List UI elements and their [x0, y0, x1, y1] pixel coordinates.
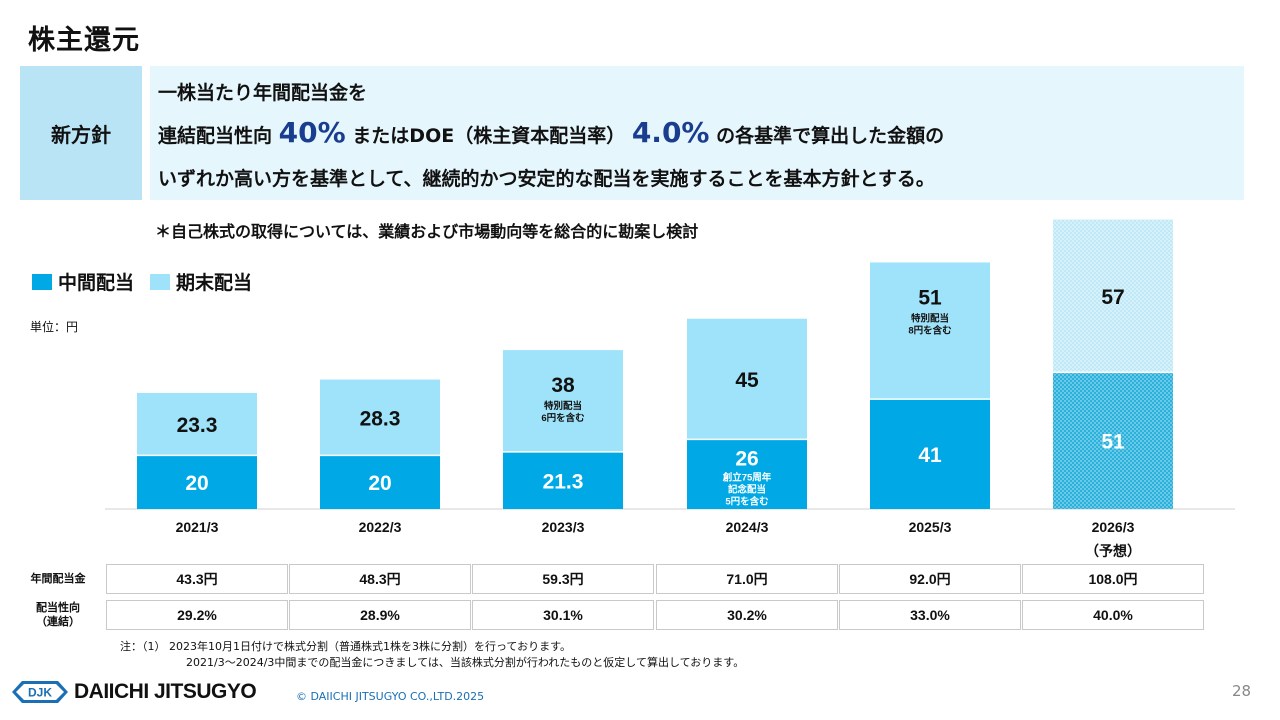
annotation-year-end-2023/3-1: 6円を含む [541, 412, 585, 424]
x-tick-2022/3: 2022/3 [359, 519, 402, 535]
table-cell: 30.1% [472, 600, 654, 630]
treasury-stock-note: ＊自己株式の取得については、業績および市場動向等を総合的に勘案し検討 [155, 222, 699, 241]
table-row-label: 年間配当金 [8, 572, 108, 586]
bar-label-interim-2024/3: 26 [735, 447, 758, 470]
policy-line-3: いずれか高い方を基準として、継続的かつ安定的な配当を実施することを基本方針とする… [158, 168, 935, 190]
annotation-year-end-2025/3-0: 特別配当 [911, 312, 949, 324]
legend-swatch-year-end [150, 273, 171, 290]
legend-interim: 中間配当 [32, 268, 134, 295]
bar-label-interim-2026/3: 51 [1101, 431, 1125, 454]
bar-label-year-end-2026/3: 57 [1101, 286, 1124, 309]
table-cell: 43.3円 [106, 564, 288, 594]
unit-label: 単位：円 [30, 320, 79, 334]
table-cell: 92.0円 [839, 564, 1021, 594]
table-cell: 59.3円 [472, 564, 654, 594]
bar-interim-2021/3 [137, 455, 257, 509]
policy-line-2a: 連結配当性向 [158, 125, 273, 147]
djk-logo-icon: DJK [12, 681, 68, 703]
bar-label-interim-2023/3: 21.3 [543, 470, 584, 493]
x-tick-2025/3: 2025/3 [909, 519, 952, 535]
x-tick-2023/3: 2023/3 [542, 519, 585, 535]
bar-label-year-end-2023/3: 38 [551, 374, 575, 397]
logo-text: DAIICHI JITSUGYO [74, 680, 257, 703]
dividend-chart: 2023.32021/32028.32022/321.338特別配当6円を含む2… [105, 219, 1235, 559]
bar-interim-2026/3 [1053, 372, 1173, 509]
x-tick-2024/3: 2024/3 [726, 519, 769, 535]
policy-label-text: 新方針 [51, 122, 111, 147]
chart-legend: 中間配当 期末配当 [32, 268, 268, 295]
table-cell: 108.0円 [1022, 564, 1204, 594]
x-tick-2021/3: 2021/3 [176, 519, 219, 535]
table-cell: 33.0% [839, 600, 1021, 630]
policy-line-2: 連結配当性向 40% またはDOE（株主資本配当率） 4.0% の各基準で算出し… [158, 116, 944, 149]
table-cell: 48.3円 [289, 564, 471, 594]
legend-year-end: 期末配当 [150, 268, 252, 295]
bar-interim-2025/3 [870, 399, 990, 509]
annotation-interim-2024/3-0: 創立75周年 [722, 471, 772, 483]
bar-label-year-end-2024/3: 45 [735, 369, 759, 392]
table-cell: 28.9% [289, 600, 471, 630]
bar-year-end-2022/3 [320, 379, 440, 456]
table-cell: 30.2% [656, 600, 838, 630]
bar-year-end-2026/3 [1053, 219, 1173, 373]
table-cell: 29.2% [106, 600, 288, 630]
policy-line-1: 一株当たり年間配当金を [158, 82, 368, 104]
x-tick-sublabel-2026/3: （予想） [1085, 543, 1141, 559]
doe-value: 4.0% [631, 116, 710, 149]
bar-year-end-2024/3 [687, 318, 807, 440]
legend-year-end-label: 期末配当 [176, 272, 253, 294]
bar-year-end-2021/3 [137, 392, 257, 456]
legend-interim-label: 中間配当 [58, 272, 135, 294]
table-row-label-line: 年間配当金 [30, 572, 86, 585]
page-number: 28 [1232, 682, 1252, 700]
bar-interim-2023/3 [503, 451, 623, 509]
annotation-year-end-2023/3-0: 特別配当 [544, 400, 582, 412]
annotation-interim-2024/3-1: 記念配当 [728, 483, 766, 495]
policy-label: 新方針 [20, 66, 142, 200]
table-cell: 71.0円 [656, 564, 838, 594]
bar-label-year-end-2021/3: 23.3 [177, 414, 218, 437]
bar-label-interim-2022/3: 20 [368, 472, 391, 495]
bar-interim-2022/3 [320, 455, 440, 509]
legend-swatch-interim [32, 273, 52, 290]
bar-year-end-2025/3 [870, 262, 990, 400]
table-row-label-line: 配当性向 [36, 601, 80, 614]
bar-label-interim-2025/3: 41 [918, 444, 942, 467]
copyright: © DAIICHI JITSUGYO CO.,LTD.2025 [296, 690, 485, 703]
footnote-line-1: 注：（1） 2023年10月1日付けで株式分割（普通株式1株を3株に分割）を行っ… [120, 640, 571, 653]
company-logo: DJK DAIICHI JITSUGYO [12, 679, 257, 705]
footnote: 注：（1） 2023年10月1日付けで株式分割（普通株式1株を3株に分割）を行っ… [120, 639, 744, 671]
x-tick-2026/3: 2026/3 [1092, 519, 1135, 535]
table-cell: 40.0% [1022, 600, 1204, 630]
payout-ratio-value: 40% [278, 116, 346, 149]
bar-interim-2024/3 [687, 439, 807, 509]
bar-label-interim-2021/3: 20 [185, 472, 208, 495]
annotation-year-end-2025/3-1: 8円を含む [908, 324, 952, 336]
policy-body: 一株当たり年間配当金を 連結配当性向 40% またはDOE（株主資本配当率） 4… [150, 66, 1244, 200]
annotation-interim-2024/3-2: 5円を含む [725, 495, 769, 507]
policy-line-2e: の各基準で算出した金額の [716, 125, 945, 147]
policy-line-2c: またはDOE（株主資本配当率） [352, 125, 626, 147]
table-row-label: 配当性向 （連結） [8, 601, 108, 629]
bar-label-year-end-2025/3: 51 [918, 286, 942, 309]
table-row-label-line: （連結） [36, 615, 80, 628]
bar-label-year-end-2022/3: 28.3 [360, 407, 401, 430]
logo-mark: DJK [28, 686, 52, 700]
page-title: 株主還元 [28, 25, 140, 56]
footnote-line-2: 2021/3～2024/3中間までの配当金につきましては、当該株式分割が行われた… [186, 656, 745, 669]
bar-year-end-2023/3 [503, 350, 623, 452]
